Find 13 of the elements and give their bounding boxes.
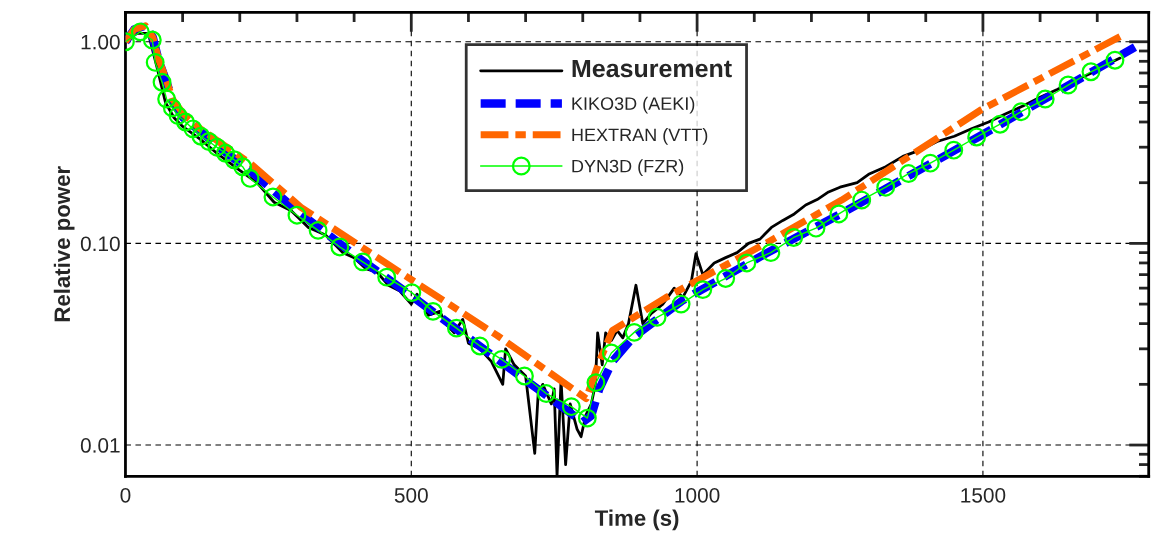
legend-label: KIKO3D (AEKI) (572, 96, 695, 114)
y-tick-label: 0.01 (80, 438, 120, 453)
y-tick-label: 0.10 (80, 236, 120, 252)
x-tick-label: 0 (120, 487, 131, 503)
y-axis-title: Relative power (53, 166, 75, 322)
legend-label: DYN3D (FZR) (572, 159, 684, 177)
y-tick-label: 1.00 (81, 34, 120, 50)
legend-label: Measurement (572, 59, 732, 78)
legend-label: HEXTRAN (VTT) (572, 127, 708, 145)
x-tick-label: 1000 (675, 487, 720, 503)
x-tick-label: 500 (394, 487, 428, 503)
x-tick-label: 1500 (961, 487, 1006, 503)
x-axis-title: Time (s) (594, 509, 679, 531)
